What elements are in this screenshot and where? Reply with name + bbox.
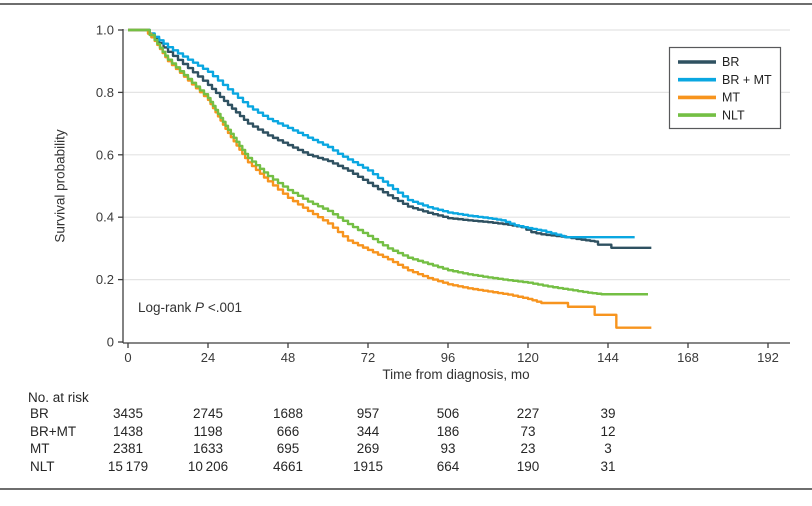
axes (118, 29, 790, 348)
y-tick-label: 0.4 (96, 210, 114, 225)
legend-label: MT (722, 91, 740, 105)
curve-mt (128, 28, 652, 329)
risk-count: 695 (276, 441, 300, 456)
risk-count: 93 (440, 441, 456, 456)
legend: BR BR + MT MT NLT (668, 46, 782, 130)
risk-count: 1198 (193, 423, 223, 439)
risk-count: 344 (356, 423, 380, 439)
risk-count: 227 (516, 406, 540, 421)
tick-labels: 0 0.2 0.4 0.6 0.8 1.0 0 24 48 72 96 120 144 168 192 (96, 23, 779, 366)
x-tick-label: 192 (757, 350, 779, 365)
x-tick-label: 168 (677, 350, 699, 365)
x-axis-title: Time from diagnosis, mo (382, 367, 529, 382)
risk-count: 23 (520, 441, 536, 456)
x-tick-label: 0 (124, 350, 131, 365)
risk-row-label: MT (30, 441, 50, 456)
y-tick-label: 0.8 (96, 85, 114, 100)
survival-chart: 0 0.2 0.4 0.6 0.8 1.0 0 24 48 72 96 120 144 168 192 Su… (53, 23, 790, 382)
curve-br-mt (128, 28, 635, 239)
legend-label: BR + MT (722, 73, 772, 87)
risk-count: 1633 (192, 441, 224, 456)
figure-bottom-rule (0, 488, 812, 490)
log-rank-annotation: Log-rank P <.001 (138, 300, 242, 315)
risk-count: 10 206 (187, 458, 229, 474)
x-tick-label: 48 (281, 350, 295, 365)
risk-count: 186 (436, 423, 460, 439)
y-tick-label: 0.2 (96, 272, 114, 287)
x-tick-label: 120 (517, 350, 539, 365)
risk-count: 2381 (112, 441, 144, 456)
risk-count: 506 (436, 406, 460, 421)
log-rank-p-symbol: P (195, 300, 204, 315)
risk-count: 1915 (352, 458, 384, 474)
risk-count: 31 (600, 458, 616, 474)
legend-label: BR (722, 55, 739, 69)
risk-count: 664 (436, 458, 460, 474)
risk-count: 15 179 (107, 458, 149, 474)
risk-count: 39 (600, 406, 616, 421)
log-rank-value: <.001 (204, 300, 242, 315)
risk-count: 1438 (112, 423, 144, 439)
survival-curves (128, 28, 652, 329)
risk-count: 4661 (272, 458, 304, 474)
curve-nlt (128, 28, 648, 296)
risk-count: 3435 (112, 406, 144, 421)
curve-br (128, 28, 652, 249)
risk-count: 12 (600, 423, 616, 439)
risk-count: 3 (604, 441, 612, 456)
x-tick-label: 24 (201, 350, 215, 365)
risk-count: 269 (356, 441, 380, 456)
y-tick-label: 1.0 (96, 23, 114, 38)
x-tick-label: 96 (441, 350, 455, 365)
figure-top-rule (0, 3, 812, 5)
y-axis-title: Survival probability (53, 129, 68, 243)
risk-row-label: NLT (30, 458, 55, 474)
x-tick-label: 72 (361, 350, 375, 365)
x-tick-label: 144 (597, 350, 619, 365)
risk-count: 2745 (192, 406, 224, 421)
risk-count: 666 (276, 423, 300, 439)
log-rank-prefix: Log-rank (138, 300, 195, 315)
risk-count: 957 (356, 406, 380, 421)
risk-count: 1688 (272, 406, 304, 421)
risk-row-label: BR (30, 406, 49, 421)
y-tick-label: 0 (107, 335, 114, 350)
risk-row-label: BR+MT (30, 423, 77, 439)
risk-count: 73 (520, 423, 536, 439)
legend-label: NLT (722, 108, 745, 122)
y-tick-label: 0.6 (96, 147, 114, 162)
risk-count: 190 (516, 458, 540, 474)
